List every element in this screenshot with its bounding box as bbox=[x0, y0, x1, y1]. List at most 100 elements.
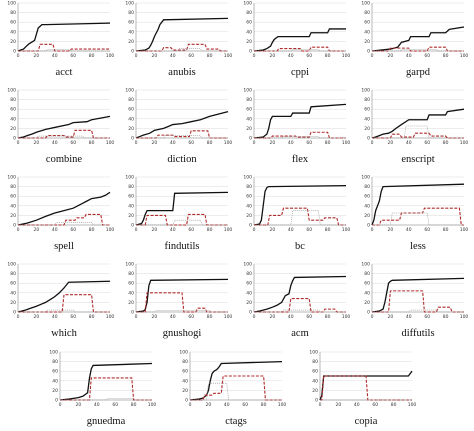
y-tick-label: 60 bbox=[182, 369, 188, 375]
series-line-solid bbox=[253, 103, 347, 139]
x-tick-label: 0 bbox=[253, 227, 256, 233]
y-tick-label: 20 bbox=[10, 300, 16, 306]
subplot-anubis: 0 20 40 60 80 100 0 20 40 60 80 100 anubis bbox=[125, 1, 232, 79]
y-tick-label: 80 bbox=[182, 359, 188, 365]
subplot-which: 0 20 40 60 80 100 0 20 40 60 80 100 which bbox=[7, 262, 114, 340]
x-tick-label: 40 bbox=[288, 140, 294, 146]
x-tick-label: 60 bbox=[372, 402, 378, 408]
y-tick-label: 80 bbox=[364, 97, 370, 103]
y-tick-label: 0 bbox=[367, 223, 370, 229]
series-line-dashed bbox=[136, 130, 228, 139]
y-tick-label: 20 bbox=[312, 388, 318, 394]
series-line-solid bbox=[253, 275, 347, 313]
y-tick-label: 80 bbox=[246, 184, 252, 190]
y-tick-label: 20 bbox=[128, 39, 134, 45]
x-tick-label: 40 bbox=[406, 53, 412, 59]
series-line-dashed bbox=[136, 43, 228, 52]
y-tick-label: 40 bbox=[52, 378, 58, 384]
series-line-dashed bbox=[372, 46, 464, 52]
subplot-diffutils: 0 20 40 60 80 100 0 20 40 60 80 100 diffutils bbox=[361, 262, 468, 340]
x-tick-label: 40 bbox=[406, 227, 412, 233]
series-line-dotted bbox=[254, 136, 346, 139]
y-tick-label: 0 bbox=[249, 49, 252, 55]
y-tick-label: 60 bbox=[246, 281, 252, 287]
x-tick-label: 40 bbox=[406, 314, 412, 320]
subplot-title: garpd bbox=[406, 67, 431, 78]
y-tick-label: 60 bbox=[364, 281, 370, 287]
x-tick-label: 60 bbox=[424, 53, 430, 59]
y-tick-label: 0 bbox=[249, 223, 252, 229]
subplot-title: anubis bbox=[168, 67, 195, 78]
x-tick-label: 100 bbox=[224, 227, 233, 233]
series-line-solid bbox=[189, 360, 283, 401]
y-tick-label: 20 bbox=[128, 126, 134, 132]
y-tick-label: 100 bbox=[7, 175, 16, 181]
y-tick-label: 60 bbox=[128, 107, 134, 113]
x-tick-label: 20 bbox=[152, 140, 158, 146]
x-tick-label: 0 bbox=[17, 140, 20, 146]
x-tick-label: 80 bbox=[207, 140, 213, 146]
y-tick-label: 0 bbox=[249, 310, 252, 316]
y-tick-label: 40 bbox=[364, 290, 370, 296]
subplot-cppi: 0 20 40 60 80 100 0 20 40 60 80 100 cppi bbox=[243, 1, 350, 79]
subplot-bc: 0 20 40 60 80 100 0 20 40 60 80 100 bc bbox=[243, 175, 350, 253]
y-tick-label: 0 bbox=[367, 136, 370, 142]
y-tick-label: 40 bbox=[10, 203, 16, 209]
x-tick-label: 0 bbox=[371, 314, 374, 320]
series-line-dotted bbox=[372, 125, 464, 139]
series-line-dotted bbox=[190, 382, 282, 401]
subplot-diction: 0 20 40 60 80 100 0 20 40 60 80 100 diction bbox=[125, 88, 232, 166]
y-tick-label: 0 bbox=[131, 49, 134, 55]
x-tick-label: 40 bbox=[288, 227, 294, 233]
y-tick-label: 0 bbox=[249, 136, 252, 142]
x-tick-label: 60 bbox=[188, 314, 194, 320]
y-tick-label: 100 bbox=[361, 175, 370, 181]
subplot-title: bc bbox=[295, 241, 305, 252]
y-tick-label: 0 bbox=[315, 398, 318, 404]
y-tick-label: 100 bbox=[125, 88, 134, 94]
series-line-dotted bbox=[136, 48, 228, 52]
y-tick-label: 100 bbox=[309, 350, 318, 356]
x-tick-label: 100 bbox=[460, 140, 469, 146]
y-tick-label: 0 bbox=[367, 49, 370, 55]
x-tick-label: 40 bbox=[288, 314, 294, 320]
y-tick-label: 80 bbox=[246, 10, 252, 16]
y-tick-label: 100 bbox=[361, 88, 370, 94]
y-tick-label: 100 bbox=[49, 350, 58, 356]
x-tick-label: 40 bbox=[52, 140, 58, 146]
x-tick-label: 80 bbox=[443, 227, 449, 233]
y-tick-label: 20 bbox=[128, 300, 134, 306]
series-line-solid bbox=[135, 17, 229, 52]
y-tick-label: 80 bbox=[10, 97, 16, 103]
x-tick-label: 0 bbox=[253, 314, 256, 320]
series-line-dotted bbox=[60, 398, 152, 401]
y-tick-label: 80 bbox=[364, 184, 370, 190]
x-tick-label: 20 bbox=[152, 314, 158, 320]
y-tick-label: 20 bbox=[364, 213, 370, 219]
x-tick-label: 0 bbox=[319, 402, 322, 408]
x-tick-label: 20 bbox=[336, 402, 342, 408]
x-tick-label: 0 bbox=[371, 227, 374, 233]
y-tick-label: 60 bbox=[246, 20, 252, 26]
subplot-copia: 0 20 40 60 80 100 0 20 40 60 80 100 copia bbox=[309, 350, 416, 428]
subplot-flex: 0 20 40 60 80 100 0 20 40 60 80 100 flex bbox=[243, 88, 350, 166]
y-tick-label: 40 bbox=[128, 116, 134, 122]
x-tick-label: 20 bbox=[34, 314, 40, 320]
x-tick-label: 0 bbox=[17, 227, 20, 233]
series-line-solid bbox=[371, 26, 465, 52]
series-line-dashed bbox=[372, 207, 464, 226]
y-tick-label: 80 bbox=[246, 271, 252, 277]
subplot-acct: 0 20 40 60 80 100 0 20 40 60 80 100 acct bbox=[7, 1, 114, 79]
y-tick-label: 20 bbox=[128, 213, 134, 219]
x-tick-label: 80 bbox=[261, 402, 267, 408]
x-tick-label: 40 bbox=[170, 227, 176, 233]
y-tick-label: 60 bbox=[364, 194, 370, 200]
series-line-dotted bbox=[18, 135, 110, 139]
y-tick-label: 0 bbox=[131, 223, 134, 229]
x-tick-label: 20 bbox=[76, 402, 82, 408]
y-tick-label: 80 bbox=[52, 359, 58, 365]
series-line-dotted bbox=[372, 212, 464, 226]
subplot-title: findutils bbox=[164, 241, 199, 252]
series-line-dashed bbox=[320, 375, 412, 401]
x-tick-label: 100 bbox=[224, 53, 233, 59]
